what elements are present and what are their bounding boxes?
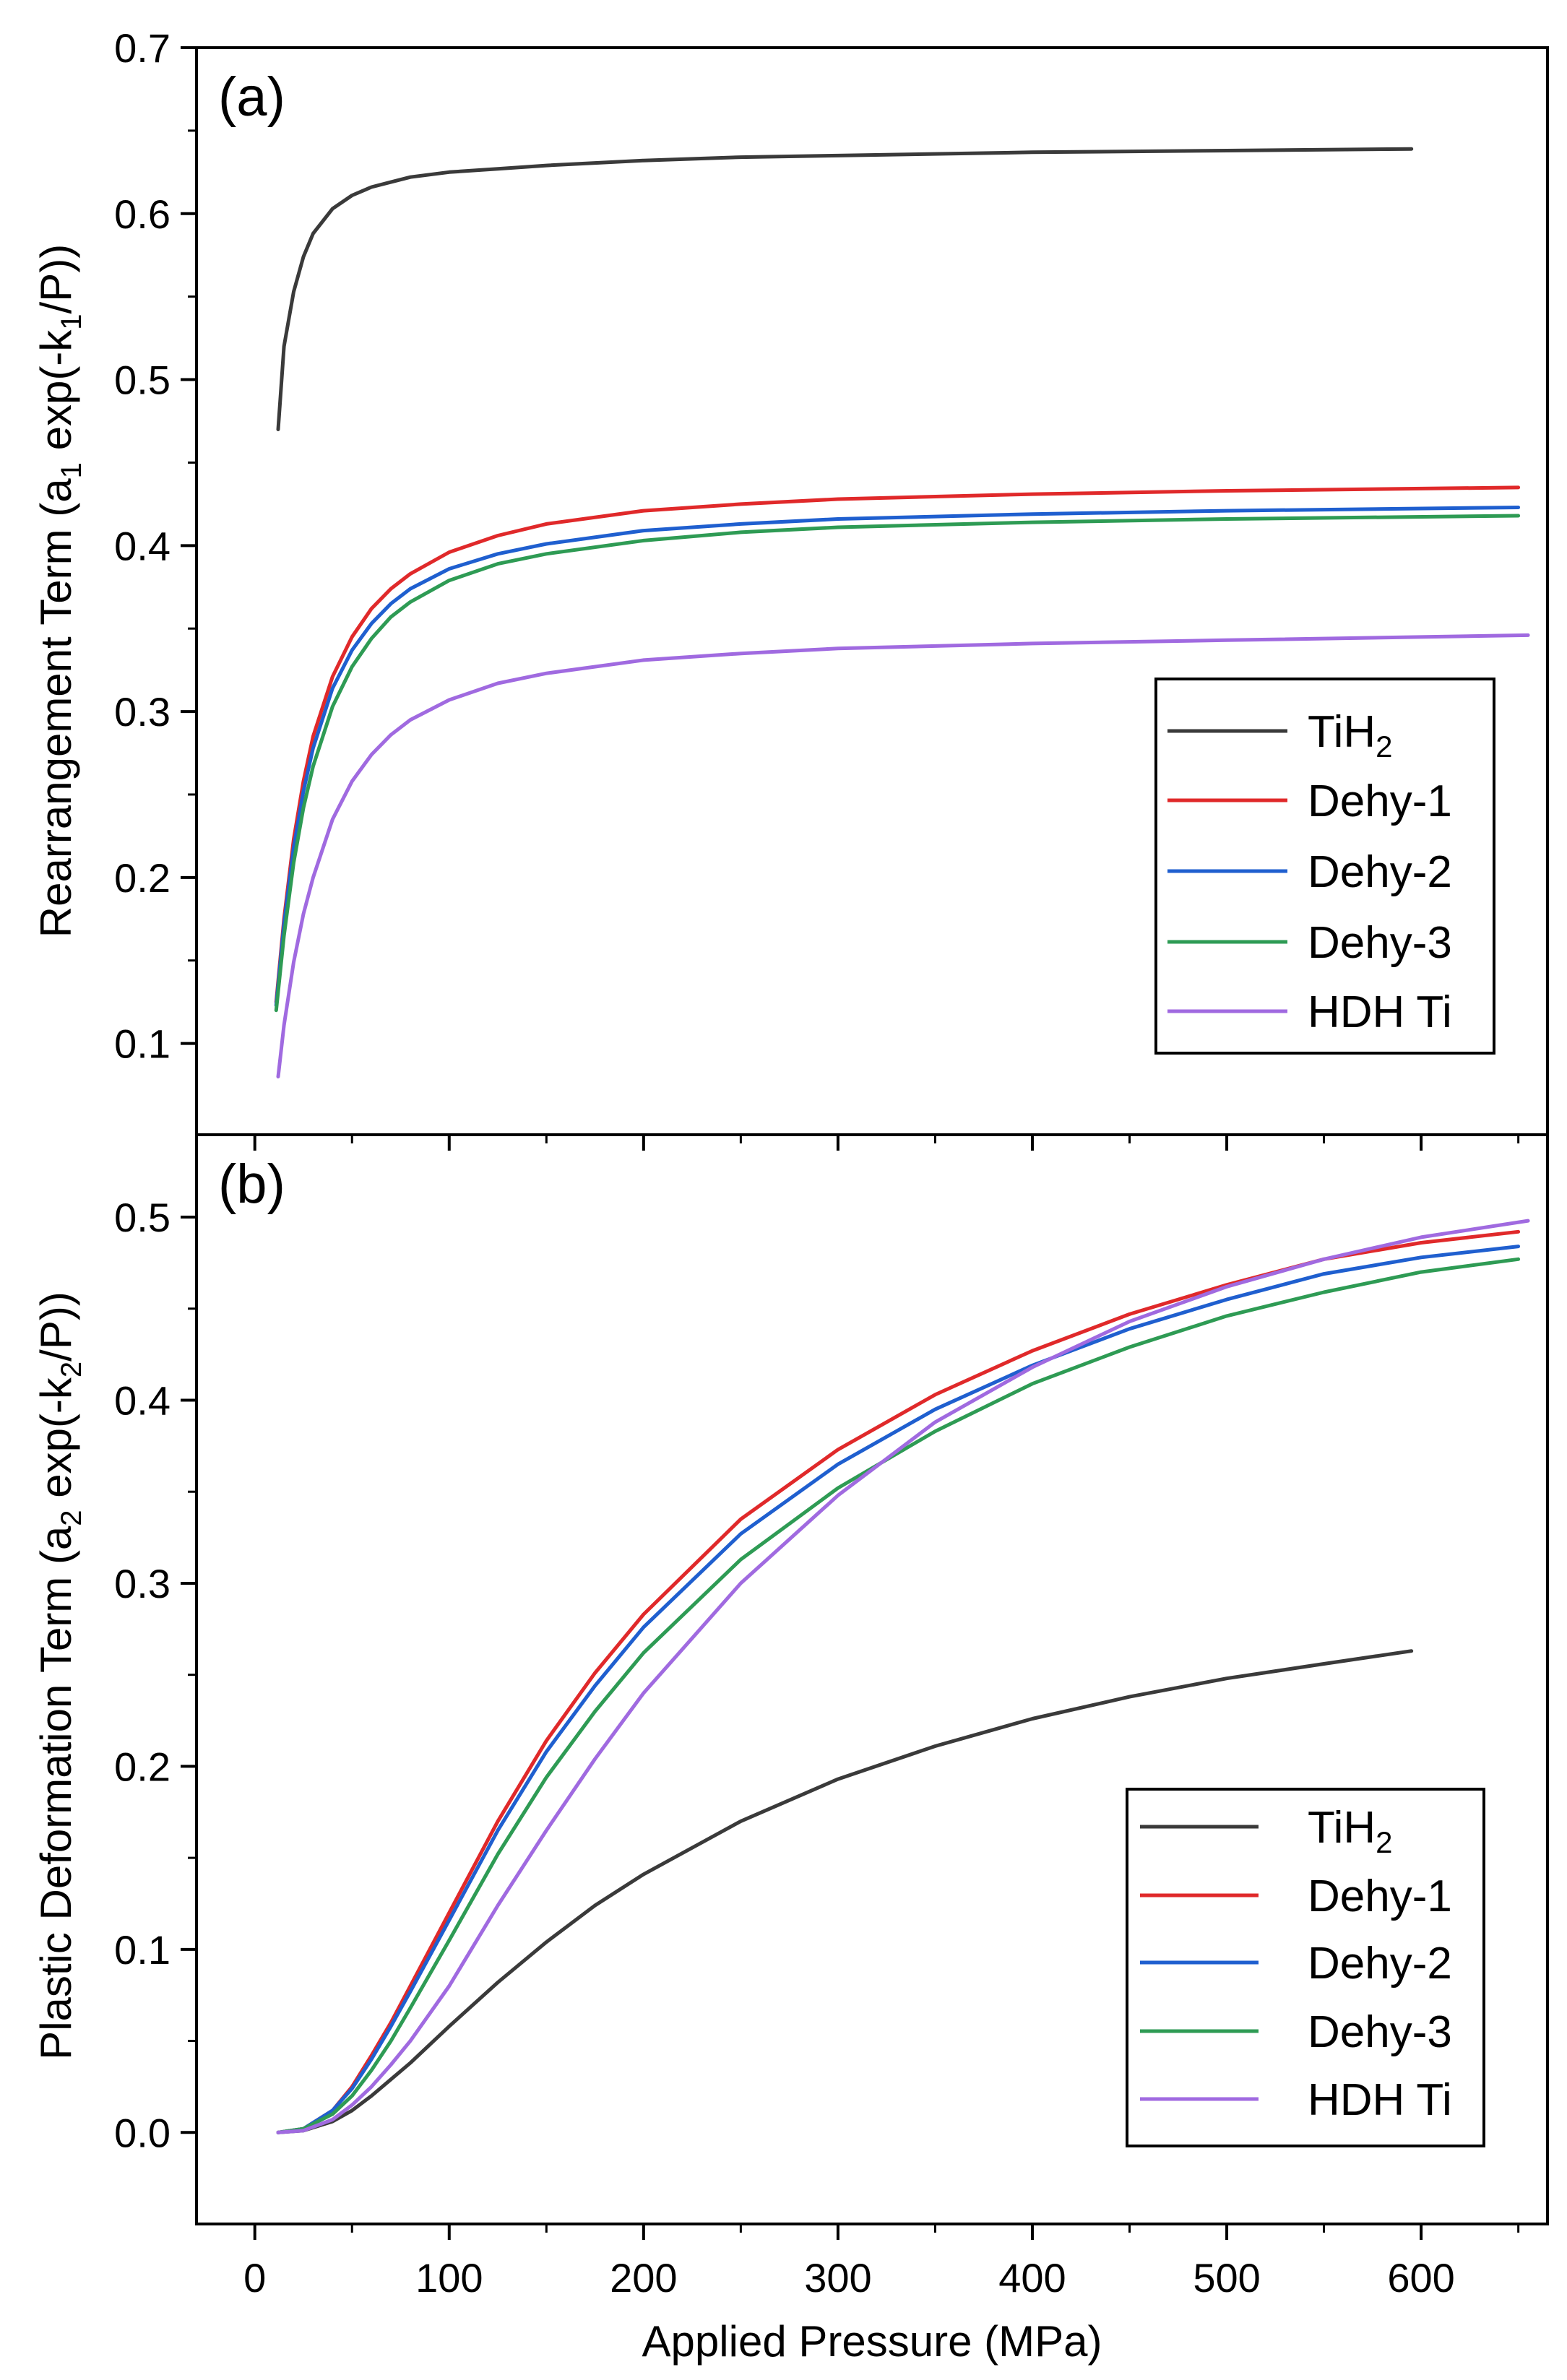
legend-a-label: Dehy-1 (1308, 776, 1452, 826)
legend-b-label-sub: 2 (1376, 1825, 1392, 1859)
y-tick-label: 0.3 (114, 689, 170, 735)
y-tick-label: 0.1 (114, 1021, 170, 1067)
plot-b (276, 1219, 1530, 2134)
legend-b-label: Dehy-1 (1308, 1871, 1452, 1921)
series-line (274, 506, 1521, 1008)
x-tick-label: 300 (804, 2255, 871, 2301)
x-axis-a (253, 1135, 1520, 1151)
panel-b: (b) 0.0 0.1 0.2 0.3 0.4 0.5 0 100 200 300 400 500 6… (32, 1133, 1549, 2366)
legend-b-box (1126, 1788, 1485, 2147)
panel-b-label: (b) (218, 1154, 285, 1215)
x-tick-label: 600 (1387, 2255, 1454, 2301)
y-tick-label: 0.4 (114, 523, 170, 568)
y-title-b-sub: 2 (56, 1510, 87, 1526)
y-title-b-part: Plastic Deformation Term (a (32, 1526, 80, 2060)
plot-a (274, 147, 1530, 1079)
y-title-a-part: Rearrangement Term (a (32, 478, 80, 938)
legend-b-label-part: TiH (1308, 1803, 1376, 1853)
legend-b: TiH2 Dehy-1 Dehy-2 Dehy-3 HDH Ti (1126, 1788, 1485, 2147)
legend-b-label: Dehy-3 (1308, 2007, 1452, 2057)
y-tick-label: 0.0 (114, 2110, 170, 2155)
y-tick-label: 0.1 (114, 1927, 170, 1973)
panel-a: (a) 0.1 0.2 0.3 0.4 0.5 0.6 0.7 Rearrangement … (32, 25, 1549, 1151)
y-tick-label: 0.5 (114, 358, 170, 403)
y-tick-label: 0.5 (114, 1195, 170, 1240)
y-tick-label: 0.2 (114, 1744, 170, 1789)
legend-b-label: HDH Ti (1308, 2075, 1452, 2125)
legend-a-label-part: TiH (1308, 707, 1376, 757)
series-line (276, 1257, 1521, 2134)
legend-a-label: Dehy-3 (1308, 918, 1452, 968)
x-tick-label: 500 (1193, 2255, 1260, 2301)
y-title-a-part: /P)) (32, 244, 80, 314)
legend-a-label: Dehy-2 (1308, 847, 1452, 897)
legend-a: TiH2 Dehy-1 Dehy-2 Dehy-3 HDH Ti (1154, 678, 1495, 1055)
x-tick-label: 400 (998, 2255, 1066, 2301)
series-line (276, 1219, 1530, 2134)
x-tick-label: 0 (243, 2255, 266, 2301)
panel-b-frame (195, 1133, 1549, 2225)
y-axis-title-a: Rearrangement Term (a1 exp(-k1/P)) (32, 244, 87, 938)
y-title-b-part: exp(-k (32, 1377, 80, 1510)
y-title-a-sub: 1 (56, 462, 87, 478)
y-title-a-part: exp(-k (32, 329, 80, 462)
panel-a-label: (a) (218, 66, 285, 128)
y-title-b-sub: 2 (56, 1362, 87, 1377)
series-line (276, 1245, 1521, 2134)
y-axis-b: 0.0 0.1 0.2 0.3 0.4 0.5 (114, 1195, 197, 2155)
legend-b-label: TiH2 (1308, 1803, 1392, 1859)
legend-a-box (1154, 678, 1495, 1055)
y-title-b-part: /P)) (32, 1291, 80, 1362)
y-tick-label: 0.3 (114, 1561, 170, 1606)
series-line (274, 485, 1521, 1004)
series-line (276, 1649, 1414, 2134)
y-axis-a: 0.1 0.2 0.3 0.4 0.5 0.6 0.7 (114, 25, 197, 1067)
series-line (276, 147, 1414, 431)
y-tick-label: 0.2 (114, 855, 170, 901)
series-line (274, 514, 1521, 1013)
legend-a-label: HDH Ti (1308, 987, 1452, 1037)
y-tick-label: 0.7 (114, 25, 170, 71)
legend-b-label: Dehy-2 (1308, 1939, 1452, 1989)
y-tick-label: 0.6 (114, 191, 170, 237)
series-line (276, 633, 1530, 1079)
y-axis-title-b: Plastic Deformation Term (a2 exp(-k2/P)) (32, 1291, 87, 2060)
y-title-a-sub: 1 (56, 313, 87, 329)
x-axis-title: Applied Pressure (MPa) (642, 2317, 1102, 2366)
y-tick-label: 0.4 (114, 1377, 170, 1423)
x-axis-b: 0 100 200 300 400 500 600 (243, 2224, 1520, 2301)
x-tick-label: 100 (415, 2255, 483, 2301)
x-tick-label: 200 (610, 2255, 677, 2301)
legend-a-label: TiH2 (1308, 707, 1392, 763)
legend-a-label-sub: 2 (1376, 730, 1392, 763)
